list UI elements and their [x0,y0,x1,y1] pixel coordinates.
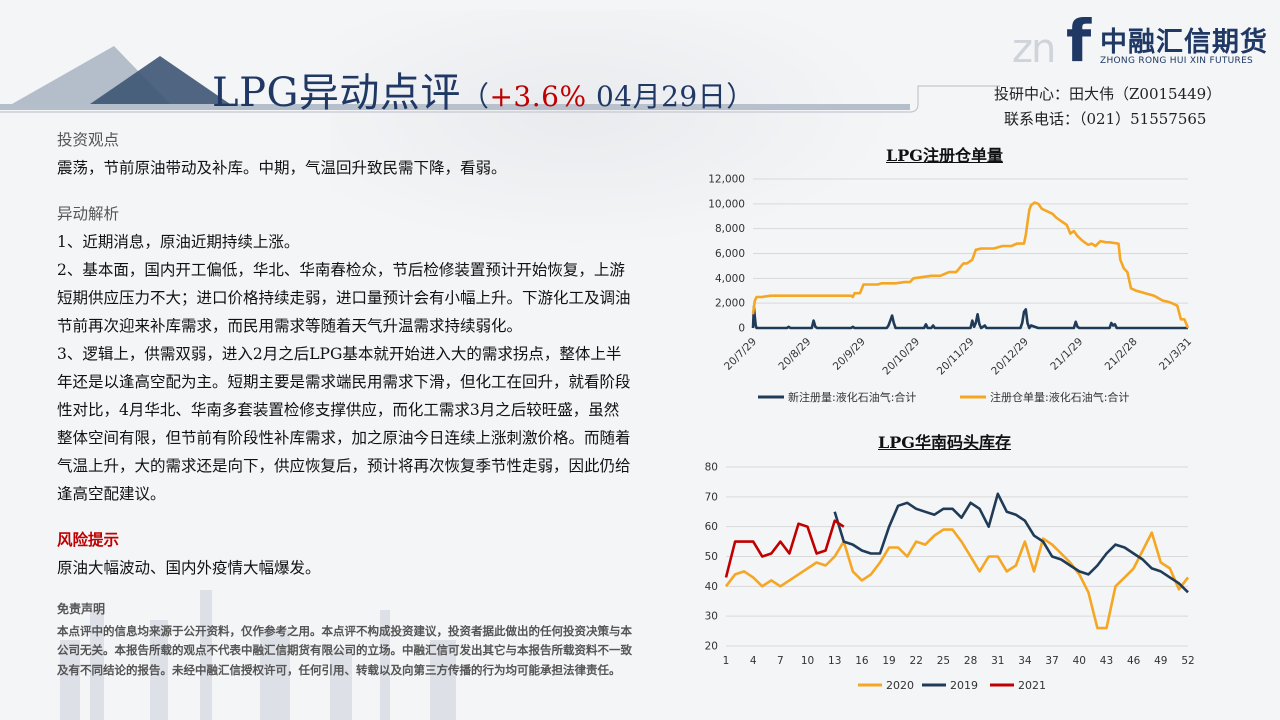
risk-text: 原油大幅波动、国内外疫情大幅爆发。 [57,559,321,577]
disclaimer: 免责声明 本点评中的信息均来源于公开资料，仅作参考之用。本点评不构成投资建议，投… [57,600,642,680]
x-tick-label: 22 [910,655,923,667]
y-tick-label: 10,000 [708,198,745,210]
y-tick-label: 40 [705,581,718,593]
title-percent-change: +3.6% [489,80,587,113]
logo-name-cn: 中融汇信期货 [1100,27,1268,58]
legend-label: 2019 [950,679,978,692]
x-tick-label: 4 [750,655,757,667]
x-tick-label: 19 [882,655,895,667]
y-tick-label: 60 [705,521,718,533]
x-tick-label: 40 [1073,655,1086,667]
series-line-2021 [724,519,845,578]
commentary-panel: 投资观点 震荡，节前原油带动及补库。中期，气温回升致民需下降，看弱。 异动解析 … [57,126,632,582]
y-tick-label: 4,000 [715,273,745,285]
series-line-新注册量:液化石油气:合计 [751,305,1188,330]
city-skyline-watermark [60,590,456,720]
contact-phone: 联系电话：（021）51557565 [1004,110,1207,128]
y-tick-label: 12,000 [708,174,745,186]
analysis-point: 3、逻辑上，供需双弱，进入2月之后LPG基本就开始进入大的需求拐点，整体上半年还… [57,345,631,503]
x-tick-label: 34 [1018,655,1032,667]
y-tick-label: 80 [705,462,718,474]
company-logo: zn f 中融汇信期货 ZHONG RONG HUI XIN FUTURES [1010,12,1270,72]
x-tick-label: 21/3/31 [1157,336,1194,373]
contact-analyst: 投研中心：田大伟（Z0015449） [994,85,1222,103]
y-tick-label: 30 [705,611,718,623]
x-tick-label: 37 [1045,655,1058,667]
x-tick-label: 20/10/29 [880,336,922,378]
x-tick-label: 16 [855,655,869,667]
x-tick-label: 21/2/28 [1103,336,1140,373]
warehouse-receipts-chart: 0 2,000 4,000 6,000 8,000 10,000 12,000 20/7/29… [708,174,1194,405]
x-tick-label: 10 [801,655,814,667]
x-tick-label: 46 [1127,655,1141,667]
chart1-title: LPG注册仓单量 [886,146,1003,165]
x-tick-label: 31 [991,655,1004,667]
x-tick-label: 20/7/29 [722,336,759,373]
x-tick-label: 21/1/29 [1048,336,1085,373]
x-tick-label: 1 [723,655,730,667]
x-tick-label: 20/11/29 [935,336,977,378]
logo-ghost-letters: zn [1012,26,1056,72]
y-tick-label: 50 [705,551,718,563]
series-line-2020 [724,528,1190,630]
x-tick-label: 20/9/29 [831,336,868,373]
analysis-point: 2、基本面，国内开工偏低，华北、华南春检众，节后检修装置预计开始恢复，上游短期供… [57,261,631,335]
chart2-title: LPG华南码头库存 [878,433,1011,452]
title-date: 04月29日 [586,80,727,113]
analysis-heading: 异动解析 [57,205,120,223]
page-title: LPG异动点评（+3.6% 04月29日） [212,60,755,118]
logo-name-en: ZHONG RONG HUI XIN FUTURES [1100,56,1254,66]
y-tick-label: 2,000 [715,298,745,310]
title-paren-open: （ [460,80,490,113]
y-tick-label: 70 [705,491,718,503]
x-tick-label: 52 [1181,655,1194,667]
x-tick-label: 20/8/29 [776,336,813,373]
view-text: 震荡，节前原油带动及补库。中期，气温回升致民需下降，看弱。 [57,159,507,177]
title-main: LPG异动点评 [212,70,461,116]
series-line-2019 [833,492,1189,594]
disclaimer-heading: 免责声明 [57,602,106,616]
legend-label: 新注册量:液化石油气:合计 [788,390,916,404]
x-tick-label: 13 [828,655,841,667]
series-line-注册仓单量:液化石油气:合计 [751,201,1190,329]
y-tick-label: 8,000 [715,223,745,235]
x-tick-label: 49 [1154,655,1167,667]
y-tick-label: 0 [738,323,745,335]
y-tick-label: 20 [705,641,718,653]
x-tick-label: 28 [964,655,977,667]
legend-label: 注册仓单量:液化石油气:合计 [990,390,1129,404]
header-band [0,46,1000,113]
x-tick-label: 25 [937,655,950,667]
x-tick-label: 43 [1100,655,1113,667]
contact-info: 投研中心：田大伟（Z0015449） 联系电话：（021）51557565 [994,82,1221,132]
view-heading: 投资观点 [57,131,120,149]
x-tick-label: 7 [777,655,784,667]
logo-mark: f [1066,7,1092,75]
x-tick-label: 20/12/29 [989,336,1031,378]
risk-heading: 风险提示 [57,530,120,549]
title-paren-close: ） [726,80,755,113]
world-map-watermark [330,10,950,270]
legend-label: 2021 [1018,679,1046,692]
south-china-inventory-chart: 20 30 40 50 60 70 80 1 4 7 10 13 16 19 22 25 28 31 34 37 40 4… [705,462,1195,693]
disclaimer-text: 本点评中的信息均来源于公开资料，仅作参考之用。本点评不构成投资建议，投资者据此做… [57,623,632,677]
y-tick-label: 6,000 [715,248,745,260]
analysis-point: 1、近期消息，原油近期持续上涨。 [57,233,300,251]
legend-label: 2020 [886,679,914,692]
